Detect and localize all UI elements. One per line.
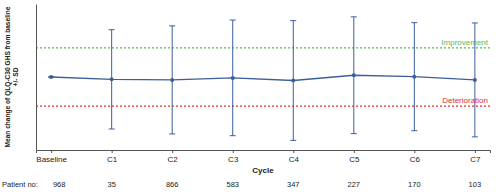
x-tick-label: C6 [410,155,421,164]
plot: Improvement Deterioration Baseline C1 C2 C3 C4… [36,5,491,176]
x-tick: Baseline [36,150,67,164]
y-axis-line [36,5,37,151]
error-cap [411,22,417,23]
error-cap [230,20,236,21]
patient-count: 35 [107,180,115,189]
error-cap [472,136,478,137]
x-tick-label: C4 [289,155,300,164]
x-tick-mark [112,150,113,153]
x-tick: C7 [470,150,481,164]
x-tick: C2 [168,150,179,164]
x-axis: Baseline C1 C2 C3 C4 C5 C6 C7 [36,150,490,164]
y-axis-title-line: Mean change of QLQ-C30 GHS from baseline [4,6,12,147]
error-cap [351,16,357,17]
x-tick-label: C1 [107,155,118,164]
y-axis-title-line: +/- SD [12,67,19,86]
patient-count: 583 [226,180,239,189]
point [110,77,114,81]
x-tick: C5 [349,150,360,164]
marks [36,17,490,141]
chart: Improvement Deterioration Baseline C1 C2 C3 C4… [0,0,500,194]
patient-label: Patient no: [2,180,38,189]
point [49,75,53,79]
patient-count: 170 [408,180,421,189]
x-tick: C3 [228,150,239,164]
error-cap [169,133,175,134]
patient-count: 866 [166,180,179,189]
patient-count: 103 [469,180,482,189]
point [412,75,416,79]
error-cap [351,133,357,134]
error-cap [290,20,296,21]
reference-label: Deterioration [442,96,488,105]
patient-count: 347 [287,180,300,189]
reference-line [36,47,490,48]
x-tick-label: C3 [228,155,239,164]
patient-count: 227 [348,180,361,189]
x-axis-line [37,151,491,154]
x-tick-mark [293,150,294,153]
x-axis-title: Cycle [252,166,274,175]
x-tick: C1 [107,150,118,164]
x-tick-mark [233,150,234,153]
error-cap [472,22,478,23]
error-cap [169,25,175,26]
x-tick-label: C5 [349,155,360,164]
reference-line [36,106,490,107]
x-tick-mark [475,150,476,153]
x-tick-mark [172,150,173,153]
x-tick-label: C7 [470,155,481,164]
x-tick-mark [414,150,415,153]
y-axis [36,5,37,151]
x-tick-label: C2 [168,155,179,164]
error-cap [290,140,296,141]
error-cap [411,130,417,131]
point [473,78,477,82]
point [352,73,356,77]
x-tick: C6 [410,150,421,164]
x-tick: C4 [289,150,300,164]
error-cap [230,135,236,136]
patient-count: 968 [53,180,66,189]
x-tick-label: Baseline [36,155,67,164]
error-cap [109,128,115,129]
line [51,75,475,80]
error-cap [109,29,115,30]
x-tick-mark [354,150,355,153]
x-tick-mark [51,150,52,153]
reference-label: Improvement [441,38,488,47]
point [291,79,295,83]
point [231,76,235,80]
point [170,78,174,82]
y-axis-title: Mean change of QLQ-C30 GHS from baseline… [4,6,19,147]
